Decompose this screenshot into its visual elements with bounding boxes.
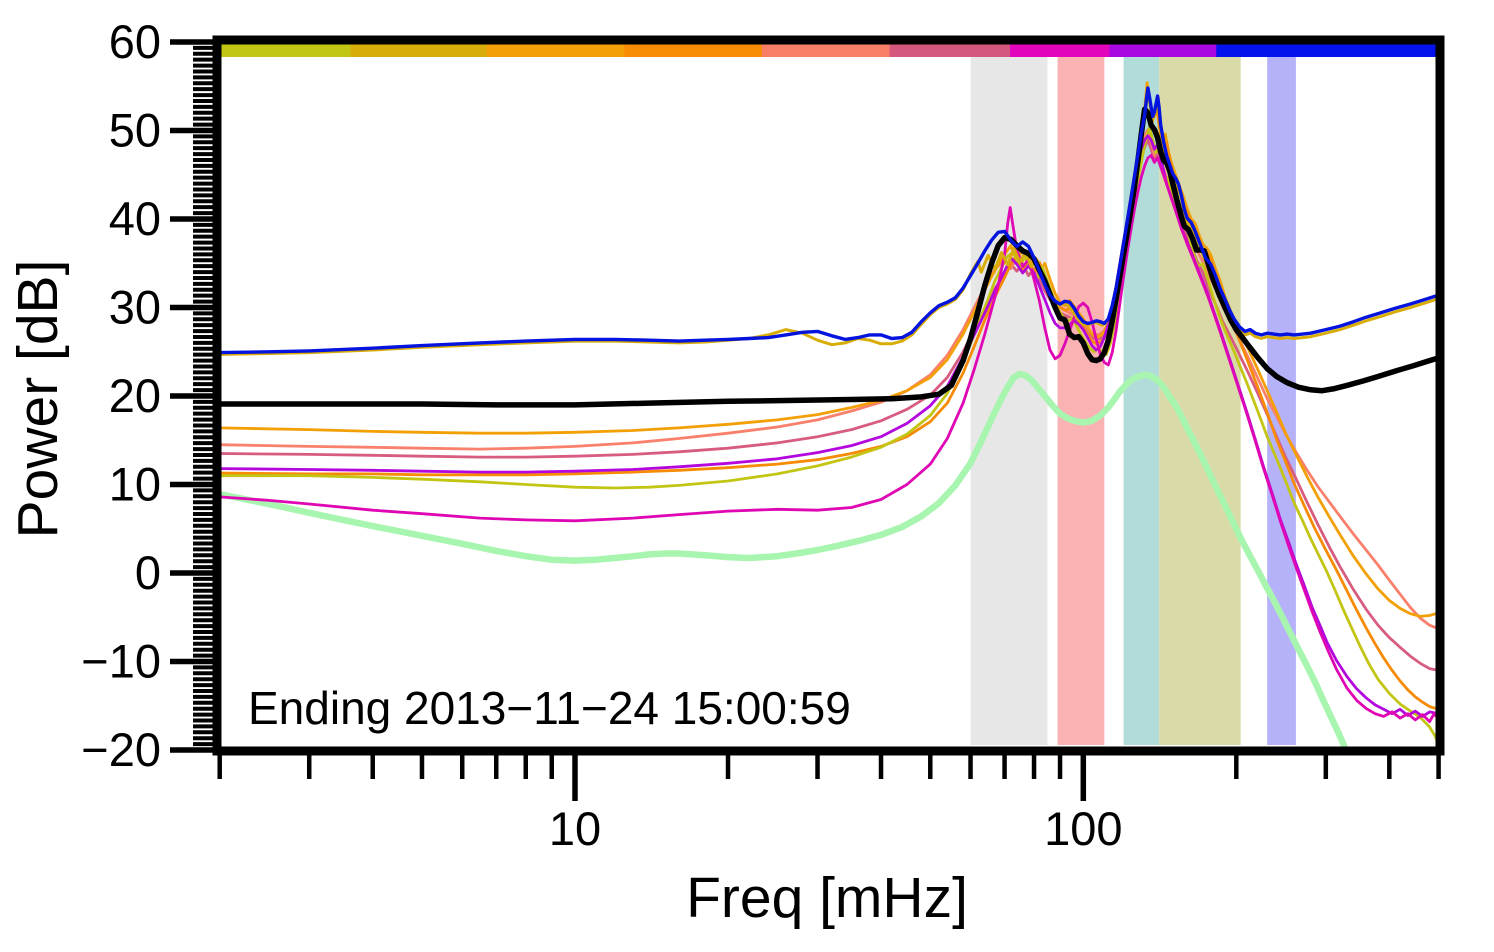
colorbar-segment-7	[1109, 44, 1218, 57]
curve-black	[217, 106, 1440, 408]
band-pink	[1057, 57, 1105, 745]
x-tick-label: 10	[549, 802, 601, 855]
y-tick-label: 0	[135, 546, 161, 599]
colorbar-segment-3	[624, 44, 763, 57]
y-tick-label: 30	[109, 281, 161, 334]
ending-timestamp-annotation: Ending 2013−11−24 15:00:59	[248, 682, 851, 734]
axis-ticks	[170, 39, 1441, 801]
spectra-curves	[217, 81, 1440, 751]
curve-blue	[218, 86, 1440, 355]
band-gray	[970, 57, 1048, 745]
curve-purple	[218, 134, 1440, 718]
x-axis-title: Freq [mHz]	[686, 866, 968, 930]
y-tick-label: 60	[109, 15, 161, 68]
colorbar-segment-8	[1216, 44, 1442, 57]
curve-gold	[218, 90, 1440, 356]
colorbar-segment-1	[350, 44, 488, 57]
highlight-bands	[970, 57, 1296, 745]
plot-frame	[212, 35, 1445, 756]
y-tick-label: 50	[109, 104, 161, 157]
y-tick-label: −10	[81, 635, 161, 688]
curve-pale-green	[217, 370, 1349, 751]
curve-magenta	[218, 153, 1440, 724]
colorbar-segment-5	[889, 44, 1011, 57]
colorbar-segment-0	[213, 44, 352, 57]
y-tick-label: 20	[109, 369, 161, 422]
colorbar-segment-4	[761, 44, 891, 57]
y-tick-label: 10	[109, 458, 161, 511]
y-axis-title: Power [dB]	[6, 260, 70, 539]
band-teal	[1123, 57, 1160, 745]
x-tick-label: 100	[1044, 802, 1122, 855]
y-tick-label: 40	[109, 192, 161, 245]
y-tick-label: −20	[81, 723, 161, 776]
time-colorbar	[213, 44, 1442, 57]
colorbar-segment-2	[486, 44, 626, 57]
colorbar-segment-6	[1009, 44, 1111, 57]
